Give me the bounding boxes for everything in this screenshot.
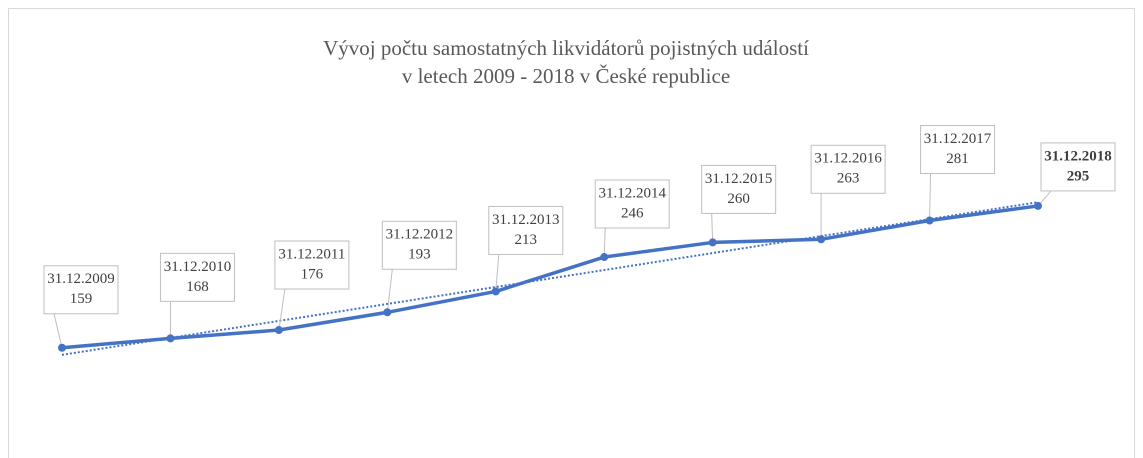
label-box [159,252,235,302]
data-label: 263 [837,171,860,187]
label-box [594,179,670,229]
marker [600,253,609,262]
data-label: 281 [946,151,969,167]
line [61,204,1039,350]
category-label: 31.12.2016 [814,151,882,167]
leader-line [603,228,606,258]
data-label: 213 [515,232,538,248]
data-label: 176 [301,266,324,282]
label-box [381,220,457,270]
leader-line [53,313,63,348]
marker [274,326,283,335]
data-label: 260 [727,191,750,207]
label-box [920,125,996,175]
marker [383,308,392,317]
marker [58,343,66,352]
chart-border [8,8,1135,458]
marker [708,238,717,247]
marker [166,334,175,343]
category-label: 31.12.2010 [164,259,232,275]
data-label: 193 [408,247,431,263]
marker [817,235,826,244]
leader-line [711,213,714,243]
leader-line [495,254,500,292]
category-label: 31.12.2011 [278,246,345,262]
leader-line [278,288,286,331]
label-box [1040,142,1116,192]
category-label: 31.12.2014 [598,185,666,201]
trendline [61,201,1039,356]
leader-line [386,269,393,313]
category-label: 31.12.2013 [492,212,560,228]
marker [491,287,500,296]
leader-line [929,173,932,221]
label-box [488,205,564,255]
data-label: 295 [1067,168,1090,184]
category-label: 31.12.2012 [386,227,454,243]
label-box [701,164,777,214]
marker [925,216,934,225]
marker [1034,201,1042,210]
chart-title: v letech 2009 - 2018 v České republice [402,64,730,88]
category-label: 31.12.2009 [47,271,115,287]
category-label: 31.12.2015 [705,171,773,187]
data-label: 246 [621,205,644,221]
data-label: 159 [70,291,93,307]
category-label: 31.12.2017 [924,131,992,147]
label-box [810,144,886,194]
data-label: 168 [186,279,209,295]
category-label: 31.12.2018 [1044,148,1112,164]
chart-title: Vývoj počtu samostatných likvidátorů poj… [323,36,809,60]
label-box [274,240,350,290]
label-box [43,265,119,315]
